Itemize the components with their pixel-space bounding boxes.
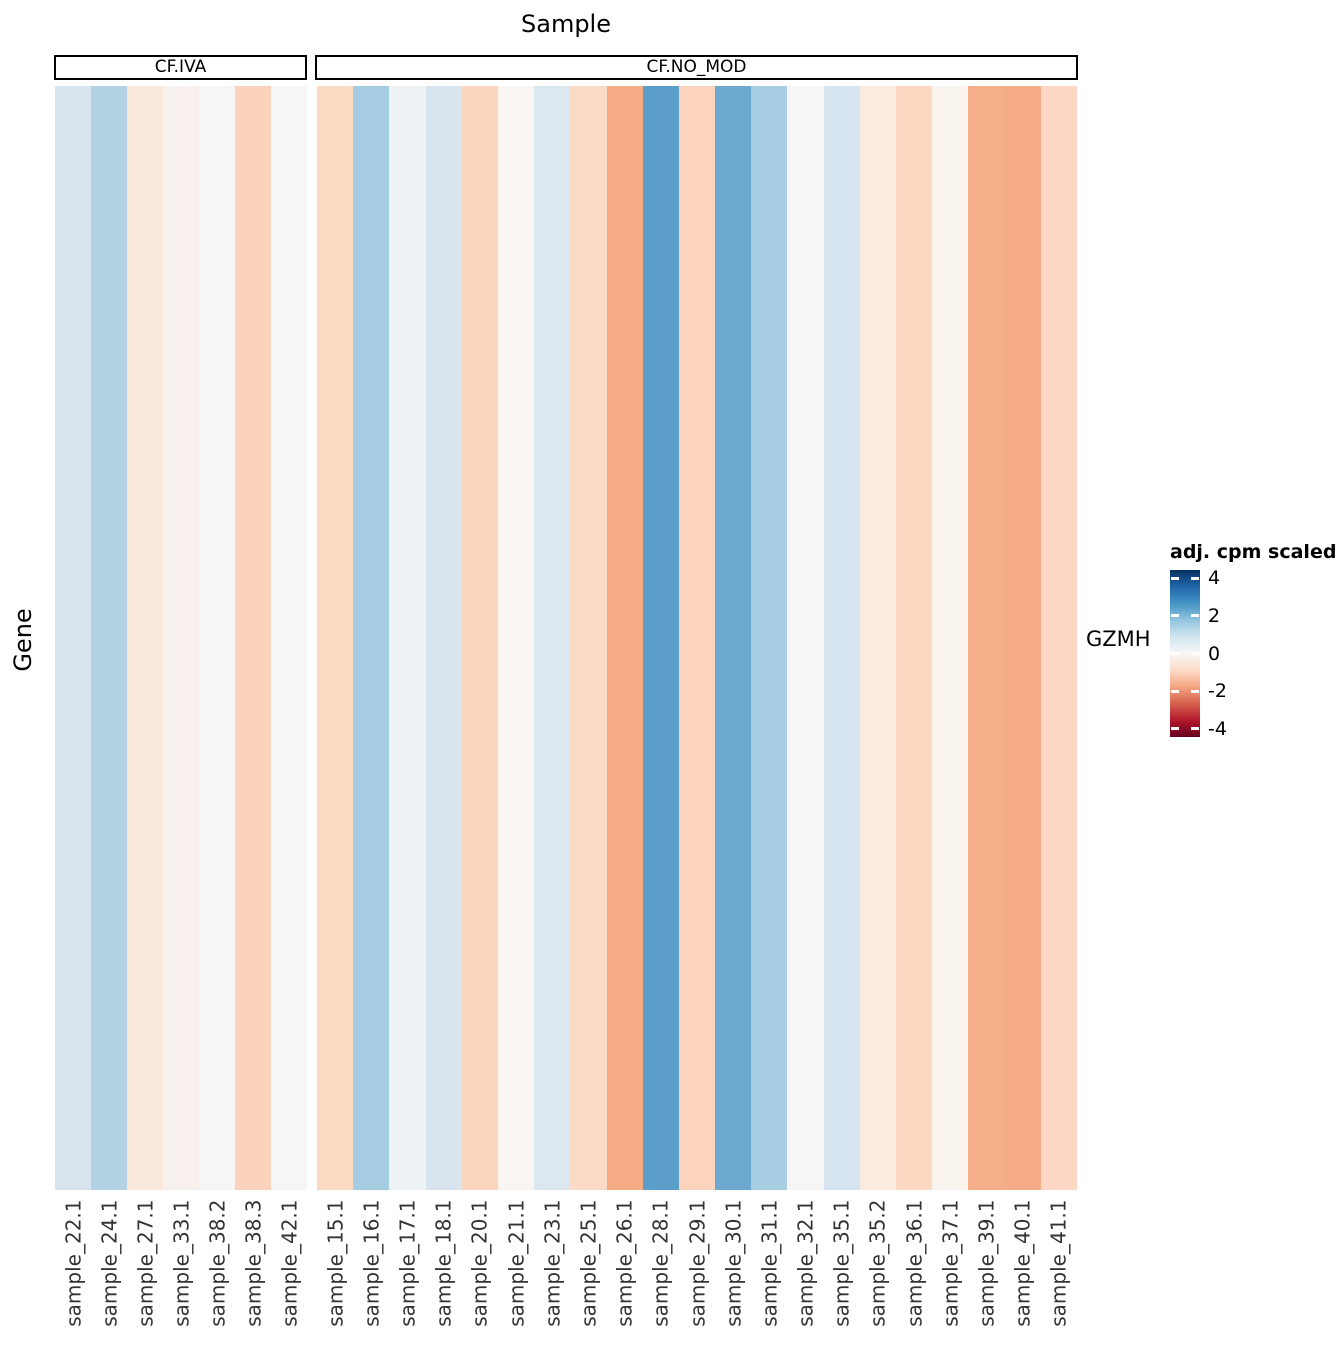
legend-tick-mark: [1191, 614, 1199, 617]
y-axis-title: Gene: [9, 608, 37, 672]
x-axis-label: sample_23.1: [540, 1199, 565, 1327]
heatmap-cell: [642, 86, 679, 1190]
legend-tick-mark: [1171, 652, 1179, 655]
facet-strip-cf-no-mod: CF.NO_MOD: [315, 55, 1078, 80]
heatmap-cell: [127, 86, 163, 1190]
legend-tick-mark: [1171, 690, 1179, 693]
x-axis-label: sample_33.1: [169, 1199, 194, 1327]
x-axis-label: sample_24.1: [97, 1199, 122, 1327]
x-axis-label: sample_29.1: [685, 1199, 710, 1327]
heatmap-cell: [497, 86, 535, 1190]
heatmap-cell: [353, 86, 390, 1190]
legend-tick-mark: [1191, 690, 1199, 693]
legend-tick-label: 0: [1208, 643, 1221, 665]
heatmap-facet-cf-no-mod: [317, 86, 1077, 1190]
x-axis-label: sample_40.1: [1010, 1199, 1035, 1327]
x-axis-label: sample_36.1: [902, 1199, 927, 1327]
x-axis-label: sample_32.1: [793, 1199, 818, 1327]
legend-tick-mark: [1171, 614, 1179, 617]
heatmap-cell: [163, 86, 199, 1190]
heatmap-cell: [932, 86, 969, 1190]
heatmap-cell: [235, 86, 271, 1190]
heatmap-cell: [859, 86, 896, 1190]
heatmap-cell: [91, 86, 127, 1190]
heatmap-cell: [461, 86, 498, 1190]
heatmap-cell: [787, 86, 824, 1190]
legend-tick-mark: [1191, 652, 1199, 655]
heatmap-cell: [317, 86, 354, 1190]
legend-tick-mark: [1171, 577, 1179, 580]
heatmap-cell: [606, 86, 643, 1190]
heatmap-cell: [55, 86, 91, 1190]
x-axis-label: sample_16.1: [359, 1199, 384, 1327]
x-axis-label: sample_30.1: [721, 1199, 746, 1327]
heatmap-cell: [199, 86, 235, 1190]
x-axis-label: sample_41.1: [1046, 1199, 1071, 1327]
x-axis-label: sample_31.1: [757, 1199, 782, 1327]
legend-tick-mark: [1191, 577, 1199, 580]
legend-tick-label: 2: [1208, 605, 1221, 627]
x-axis-label: sample_26.1: [612, 1199, 637, 1327]
x-axis-label: sample_21.1: [504, 1199, 529, 1327]
legend-tick-label: -2: [1208, 680, 1227, 702]
x-axis-label: sample_27.1: [133, 1199, 158, 1327]
heatmap-cell: [271, 86, 307, 1190]
x-axis-label: sample_15.1: [323, 1199, 348, 1327]
x-axis-label: sample_35.2: [865, 1199, 890, 1327]
row-label-gene: GZMH: [1086, 627, 1151, 651]
x-axis-label: sample_25.1: [576, 1199, 601, 1327]
x-axis-label: sample_18.1: [431, 1199, 456, 1327]
heatmap-cell: [896, 86, 933, 1190]
facet-strip-label: CF.IVA: [154, 57, 207, 77]
heatmap-cell: [715, 86, 752, 1190]
x-axis-label: sample_20.1: [467, 1199, 492, 1327]
heatmap-facet-cf-iva: [55, 86, 307, 1190]
heatmap-cell: [425, 86, 462, 1190]
heatmap-cell: [1040, 86, 1077, 1190]
legend-tick-mark: [1171, 727, 1179, 730]
legend-title: adj. cpm scaled: [1170, 541, 1337, 563]
x-axis-label: sample_38.2: [205, 1199, 230, 1327]
heatmap-cell: [570, 86, 607, 1190]
heatmap-cell: [534, 86, 571, 1190]
facet-strip-cf-iva: CF.IVA: [54, 55, 307, 80]
facet-strip-label: CF.NO_MOD: [646, 57, 747, 77]
heatmap-cell: [1004, 86, 1041, 1190]
x-axis-label: sample_39.1: [974, 1199, 999, 1327]
legend-tick-label: -4: [1208, 718, 1227, 740]
x-axis-label: sample_35.1: [829, 1199, 854, 1327]
x-axis-label: sample_38.3: [241, 1199, 266, 1327]
legend-tick-label: 4: [1208, 567, 1221, 589]
x-axis-label: sample_37.1: [938, 1199, 963, 1327]
legend-tick-mark: [1191, 727, 1199, 730]
heatmap-cell: [823, 86, 860, 1190]
heatmap-cell: [968, 86, 1005, 1190]
heatmap-cell: [751, 86, 788, 1190]
x-axis-label: sample_42.1: [277, 1199, 302, 1327]
x-axis-label: sample_28.1: [648, 1199, 673, 1327]
heatmap-cell: [389, 86, 426, 1190]
heatmap-cell: [678, 86, 716, 1190]
x-axis-title: Sample: [521, 10, 611, 38]
x-axis-label: sample_17.1: [395, 1199, 420, 1327]
x-axis-label: sample_22.1: [61, 1199, 86, 1327]
